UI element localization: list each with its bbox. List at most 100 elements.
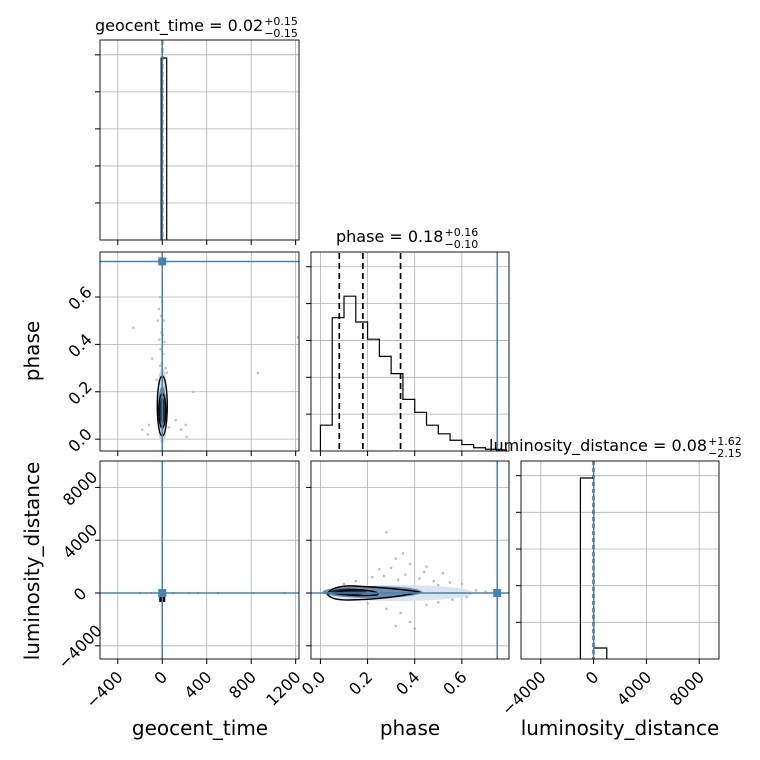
title-phase-main: phase = 0.18: [336, 227, 443, 246]
x-tick-label: −400: [82, 667, 127, 712]
scatter-point: [425, 565, 428, 568]
scatter-point: [474, 589, 478, 592]
title-geocent_time-sup: +0.15: [264, 15, 298, 28]
scatter-point: [408, 620, 412, 624]
frame-layer: [95, 39, 720, 664]
scatter-point: [147, 423, 151, 427]
x-tick-label: 800: [225, 667, 260, 702]
scatter-point: [342, 582, 346, 586]
contour-line: [326, 585, 420, 601]
scatter-point: [366, 602, 369, 605]
scatter-point: [460, 582, 464, 586]
x-tick-label: 0.6: [439, 667, 470, 698]
grid-layer: [100, 40, 719, 659]
y-axis-label: phase: [20, 321, 44, 381]
truth-marker: [158, 589, 167, 597]
panel-phase-hist: [310, 251, 510, 452]
scatter-point: [408, 562, 412, 566]
scatter-point: [158, 338, 161, 341]
x-axis-label: luminosity_distance: [521, 716, 720, 740]
scatter-point: [296, 335, 300, 339]
scatter-point: [422, 570, 426, 574]
histogram-phase: [319, 295, 508, 451]
scatter-point: [385, 607, 388, 611]
scatter-point: [164, 366, 167, 370]
scatter-point: [150, 357, 154, 360]
title-geocent_time-main: geocent_time = 0.02: [95, 16, 263, 36]
scatter-point: [184, 423, 187, 427]
scatter-point: [155, 378, 158, 382]
scatter-point: [132, 326, 135, 330]
scatter-point: [413, 627, 417, 630]
scatter-point: [185, 435, 189, 439]
x-axis-label: phase: [380, 716, 440, 740]
scatter-point: [401, 552, 405, 555]
scatter-point: [394, 624, 398, 628]
scatter-point: [140, 428, 144, 431]
scatter-point: [179, 428, 183, 431]
scatter-point: [425, 603, 428, 607]
scatter-point: [167, 426, 171, 429]
scatter-point: [432, 579, 435, 583]
scatter-point: [174, 418, 177, 422]
scatter-point: [394, 557, 398, 560]
scatter-point: [370, 575, 374, 579]
y-axis-label: luminosity_distance: [20, 462, 44, 661]
x-tick-label: 0: [582, 667, 603, 688]
y-tick-label: 0.6: [64, 282, 95, 313]
y-tick-label: 0.0: [64, 425, 95, 456]
scatter-point: [436, 583, 440, 587]
scatter-point: [403, 573, 407, 576]
scatter-point: [441, 571, 445, 575]
x-tick-label: 0: [150, 667, 171, 688]
scatter-point: [385, 530, 388, 534]
panel-luminosity_distance-hist: [520, 460, 720, 660]
x-tick-label: 400: [181, 667, 216, 702]
scatter-point: [192, 390, 195, 394]
x-tick-label: 8000: [666, 667, 708, 709]
scatter-point: [448, 581, 452, 584]
scatter-point: [399, 611, 402, 615]
panel-geocent_time-hist: [99, 39, 300, 241]
x-tick-label: 0.0: [298, 667, 329, 698]
scatter-point: [378, 567, 381, 571]
title-phase-sub: −0.10: [444, 238, 478, 251]
panel-phase-vs-luminosity_distance: [310, 460, 510, 660]
x-axis-label: geocent_time: [132, 716, 268, 740]
title-luminosity_distance-main: luminosity_distance = 0.08: [489, 436, 707, 456]
scatter-point: [156, 319, 160, 323]
y-tick-label: 8000: [59, 467, 101, 509]
scatter-point: [159, 347, 162, 351]
x-tick-label: 1200: [262, 667, 304, 709]
x-tick-label: −4000: [498, 667, 550, 719]
truth-marker: [158, 257, 167, 266]
y-tick-label: −4000: [54, 621, 106, 673]
title-luminosity_distance-sub: −2.15: [708, 447, 742, 460]
scatter-point: [158, 295, 162, 299]
scatter-point: [157, 307, 161, 311]
scatter-point: [436, 600, 440, 604]
scatter-point: [418, 577, 421, 580]
histogram-geocent_time: [160, 57, 168, 240]
title-phase-sup: +0.16: [444, 226, 478, 239]
scatter-point: [389, 566, 393, 570]
x-tick-label: 0.2: [345, 667, 376, 698]
title-luminosity_distance-sup: +1.62: [708, 435, 742, 448]
scatter-point: [451, 598, 454, 601]
y-tick-label: 0: [70, 584, 91, 605]
y-tick-label: 4000: [59, 520, 101, 562]
scatter-point: [256, 371, 260, 375]
y-tick-label: 0.4: [64, 330, 95, 361]
scatter-point: [382, 574, 386, 578]
y-tick-label: 0.2: [64, 377, 95, 408]
x-tick-label: 4000: [613, 667, 655, 709]
scatter-point: [396, 578, 400, 582]
scatter-point: [165, 371, 169, 375]
scatter-point: [354, 579, 358, 583]
panel-geocent_time-vs-phase: [99, 251, 300, 452]
truth-marker: [493, 589, 502, 597]
scatter-point: [163, 340, 166, 344]
x-tick-label: 0.4: [392, 667, 423, 698]
scatter-point: [146, 433, 150, 436]
